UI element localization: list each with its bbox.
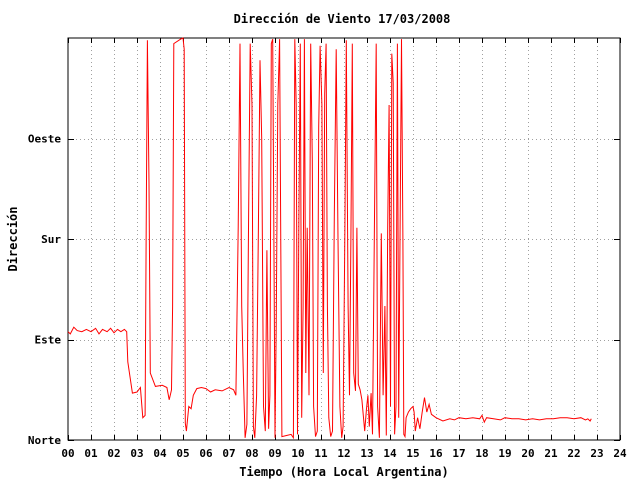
x-tick-label: 19 bbox=[498, 447, 511, 460]
x-tick-label: 20 bbox=[521, 447, 534, 460]
x-tick-label: 10 bbox=[291, 447, 304, 460]
x-tick-label: 11 bbox=[314, 447, 328, 460]
x-tick-label: 04 bbox=[153, 447, 167, 460]
chart-title: Dirección de Viento 17/03/2008 bbox=[234, 12, 451, 26]
x-tick-label: 07 bbox=[222, 447, 235, 460]
y-tick-label: Oeste bbox=[28, 133, 61, 146]
x-tick-label: 15 bbox=[406, 447, 419, 460]
x-tick-label: 17 bbox=[452, 447, 465, 460]
x-tick-label: 13 bbox=[360, 447, 373, 460]
y-tick-labels: Norte Este Sur Oeste bbox=[28, 133, 61, 448]
y-tick-label: Norte bbox=[28, 434, 61, 447]
y-tick-label: Este bbox=[35, 334, 62, 347]
x-tick-label: 24 bbox=[613, 447, 627, 460]
x-tick-label: 14 bbox=[383, 447, 397, 460]
x-tick-labels: 00 01 02 03 04 05 06 07 08 09 10 11 12 13 14 15 16 17 18 19… bbox=[61, 447, 627, 460]
x-tick-label: 03 bbox=[130, 447, 143, 460]
tick-marks bbox=[68, 38, 621, 441]
x-tick-label: 21 bbox=[544, 447, 558, 460]
y-axis-label: Dirección bbox=[6, 206, 20, 271]
x-tick-label: 06 bbox=[199, 447, 213, 460]
y-tick-label: Sur bbox=[41, 233, 61, 246]
x-tick-label: 08 bbox=[245, 447, 258, 460]
x-tick-label: 23 bbox=[590, 447, 603, 460]
x-tick-label: 16 bbox=[429, 447, 443, 460]
series-line-wind-direction bbox=[67, 37, 592, 440]
x-tick-label: 12 bbox=[337, 447, 350, 460]
x-tick-label: 22 bbox=[567, 447, 580, 460]
x-tick-label: 01 bbox=[84, 447, 98, 460]
x-tick-label: 00 bbox=[61, 447, 74, 460]
x-tick-label: 18 bbox=[475, 447, 488, 460]
x-axis-label: Tiempo (Hora Local Argentina) bbox=[239, 465, 449, 479]
x-tick-label: 09 bbox=[268, 447, 281, 460]
x-tick-label: 05 bbox=[176, 447, 189, 460]
x-tick-label: 02 bbox=[107, 447, 120, 460]
